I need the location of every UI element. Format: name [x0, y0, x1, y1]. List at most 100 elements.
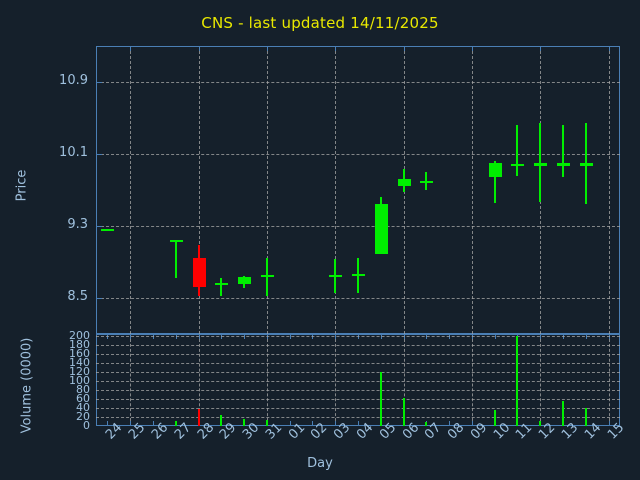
day-tick-mark-vtop: [404, 334, 405, 339]
volume-tick-label: 40: [76, 401, 90, 415]
volume-tick-label: 80: [76, 383, 90, 397]
candlestick-wick: [220, 278, 222, 297]
day-tick-mark-vtop: [107, 334, 108, 339]
price-tick-label: 8.5: [67, 289, 88, 304]
volume-tick-label: 160: [69, 347, 90, 361]
day-tick-mark-top: [609, 46, 610, 51]
candlestick-body: [488, 163, 502, 178]
volume-bar: [585, 408, 587, 426]
day-tick-mark-vtop: [312, 334, 313, 339]
candlestick-wick: [516, 125, 518, 177]
volume-tick-label: 200: [69, 329, 90, 343]
volume-bar: [266, 419, 268, 426]
candlestick-body: [397, 179, 411, 187]
page-title: CNS - last updated 14/11/2025: [201, 14, 439, 32]
volume-tick-label: 180: [69, 338, 90, 352]
price-tick-label: 10.1: [59, 145, 88, 160]
day-tick-mark-vtop: [426, 334, 427, 339]
candlestick-body: [510, 163, 524, 166]
day-tick-mark-top: [335, 46, 336, 51]
day-tick-mark-vtop: [130, 334, 131, 339]
price-tick-mark: [96, 154, 102, 155]
day-tick-mark-vtop: [244, 334, 245, 339]
volume-tick-label: 120: [69, 365, 90, 379]
candlestick-wick: [539, 122, 541, 202]
day-tick-mark: [312, 421, 313, 426]
price-tick-label: 10.9: [59, 73, 88, 88]
day-tick-mark-vtop: [472, 334, 473, 339]
day-tick-mark: [358, 421, 359, 426]
day-tick-mark: [290, 421, 291, 426]
candlestick-body: [169, 240, 183, 243]
candlestick-body: [100, 228, 114, 231]
day-tick-mark-vtop: [449, 334, 450, 339]
candlestick-body: [533, 163, 547, 166]
day-tick-mark: [609, 421, 610, 426]
day-tick-mark: [335, 421, 336, 426]
candlestick-body: [237, 277, 251, 284]
day-tick-mark-top: [130, 46, 131, 51]
volume-axis-label: Volume (0000): [19, 337, 35, 434]
volume-bar: [539, 420, 541, 426]
price-tick-mark: [96, 226, 102, 227]
candlestick-body: [192, 257, 206, 288]
day-tick-mark-vtop: [540, 334, 541, 339]
volume-bar: [175, 420, 177, 426]
day-tick-mark-vtop: [381, 334, 382, 339]
day-tick-mark-top: [404, 46, 405, 51]
price-tick-mark: [96, 82, 102, 83]
volume-bar: [243, 418, 245, 426]
volume-bar: [494, 409, 496, 426]
candlestick-wick: [562, 125, 564, 178]
volume-bar: [516, 336, 518, 426]
day-tick-mark: [107, 421, 108, 426]
day-tick-mark-vtop: [358, 334, 359, 339]
candlestick-body: [328, 274, 342, 278]
candlestick-body: [260, 274, 274, 278]
candlestick-body: [351, 273, 365, 277]
day-tick-mark-vtop: [153, 334, 154, 339]
volume-tick-label: 60: [76, 392, 90, 406]
day-tick-mark-vtop: [609, 334, 610, 339]
day-tick-mark: [130, 421, 131, 426]
day-tick-mark-top: [540, 46, 541, 51]
price-tick-mark: [96, 298, 102, 299]
volume-bar: [425, 421, 427, 426]
day-tick-mark-vtop: [176, 334, 177, 339]
price-axis-label: Price: [14, 169, 30, 202]
candlestick-body: [214, 282, 228, 285]
volume-plot-area: [96, 334, 620, 426]
day-tick-mark: [472, 421, 473, 426]
volume-bar: [198, 409, 200, 426]
price-tick-label: 9.3: [67, 217, 88, 232]
volume-tick-label: 100: [69, 374, 90, 388]
day-tick-mark-vtop: [335, 334, 336, 339]
day-tick-mark-vtop: [495, 334, 496, 339]
day-tick-mark-vtop: [586, 334, 587, 339]
volume-tick-label: 140: [69, 356, 90, 370]
volume-bar: [380, 372, 382, 426]
day-tick-mark: [449, 421, 450, 426]
volume-tick-label: 20: [76, 410, 90, 424]
day-tick-mark: [153, 421, 154, 426]
day-tick-mark-vtop: [199, 334, 200, 339]
volume-tick-label: 0: [83, 419, 90, 432]
volume-bar: [403, 398, 405, 426]
candlestick-body: [374, 203, 388, 254]
volume-bar: [562, 400, 564, 426]
day-tick-mark-top: [472, 46, 473, 51]
day-tick-mark-vtop: [221, 334, 222, 339]
candlestick-body: [419, 181, 433, 183]
candlestick-wick: [494, 161, 496, 203]
candlestick-wick: [175, 239, 177, 279]
day-tick-mark-vtop: [290, 334, 291, 339]
day-tick-mark-vtop: [563, 334, 564, 339]
candlestick-body: [556, 163, 570, 166]
day-axis-label: Day: [307, 456, 333, 471]
day-tick-mark-top: [199, 46, 200, 51]
day-tick-mark-top: [267, 46, 268, 51]
volume-bar: [220, 415, 222, 426]
candlestick-body: [579, 163, 593, 166]
day-tick-mark-vtop: [267, 334, 268, 339]
